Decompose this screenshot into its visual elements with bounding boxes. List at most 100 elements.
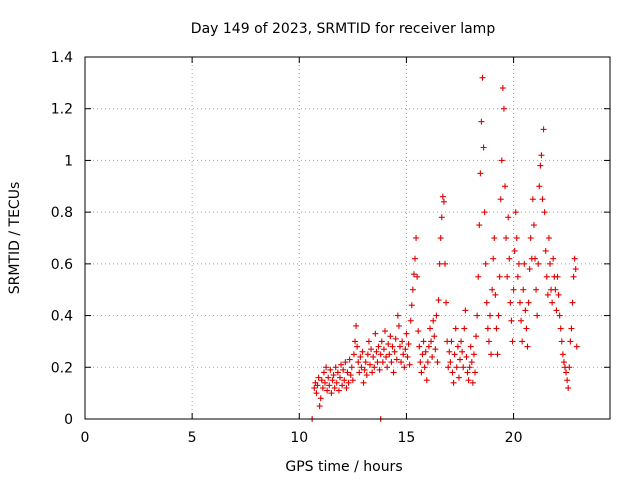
data-point xyxy=(461,325,468,332)
data-point xyxy=(459,348,466,355)
data-point xyxy=(485,338,492,345)
x-tick-label: 5 xyxy=(188,430,197,446)
data-point xyxy=(557,325,564,332)
data-point xyxy=(544,291,551,298)
data-point xyxy=(539,196,546,203)
y-tick-label: 0.8 xyxy=(51,205,73,221)
data-point xyxy=(330,372,337,379)
data-point xyxy=(317,395,324,402)
data-point xyxy=(458,338,465,345)
data-point xyxy=(457,356,463,363)
data-point xyxy=(446,348,453,355)
data-point xyxy=(419,351,426,358)
data-point xyxy=(404,353,411,360)
data-point xyxy=(512,209,519,216)
data-point xyxy=(417,359,424,366)
data-point xyxy=(495,312,502,319)
data-point xyxy=(490,255,497,262)
data-point xyxy=(383,353,390,360)
data-point xyxy=(412,255,418,262)
data-point xyxy=(324,387,331,394)
data-point xyxy=(327,366,334,373)
data-point xyxy=(493,325,500,332)
data-point xyxy=(442,260,448,267)
data-point xyxy=(510,286,517,293)
data-point xyxy=(338,361,345,368)
data-point xyxy=(322,379,328,386)
y-tick-label: 0.2 xyxy=(51,360,73,376)
data-point xyxy=(355,359,362,366)
data-point xyxy=(420,338,427,345)
data-point xyxy=(508,317,515,324)
data-point xyxy=(358,364,365,371)
data-point xyxy=(476,222,483,229)
data-point xyxy=(390,369,397,376)
data-point xyxy=(384,364,391,371)
data-point xyxy=(521,260,528,267)
data-point xyxy=(320,369,327,376)
data-point xyxy=(436,260,443,267)
data-point xyxy=(378,338,385,345)
data-point xyxy=(421,364,428,371)
data-point xyxy=(418,369,425,376)
data-point xyxy=(519,338,526,345)
data-point xyxy=(332,364,339,371)
data-point xyxy=(376,366,383,373)
data-point xyxy=(326,382,333,389)
data-point xyxy=(555,291,562,298)
axis-ticks: 0 5 10 15 20 0 0.2 0.4 0.6 0.8 1 1.2 1.4 xyxy=(51,50,610,446)
data-point xyxy=(465,377,472,384)
data-point xyxy=(489,286,496,293)
data-point xyxy=(393,356,400,363)
data-point xyxy=(401,364,408,371)
data-point xyxy=(560,359,567,366)
data-point xyxy=(370,353,377,360)
data-point xyxy=(455,374,462,381)
data-point xyxy=(520,286,527,293)
x-tick-label: 15 xyxy=(398,430,416,446)
y-tick-label: 1.2 xyxy=(51,102,73,118)
data-point xyxy=(472,369,478,376)
data-point xyxy=(514,273,521,280)
data-point xyxy=(375,343,382,350)
data-point xyxy=(365,338,372,345)
data-point xyxy=(541,209,548,216)
data-point xyxy=(547,260,553,267)
grid-lines xyxy=(85,57,610,419)
data-point xyxy=(475,273,482,280)
data-point xyxy=(430,317,437,324)
data-point xyxy=(468,359,475,366)
data-point xyxy=(517,299,523,306)
data-point xyxy=(505,214,512,221)
data-point xyxy=(360,379,367,386)
data-point xyxy=(371,364,378,371)
data-point xyxy=(452,325,459,332)
data-point xyxy=(391,348,398,355)
data-point xyxy=(533,286,540,293)
data-point xyxy=(477,170,484,177)
data-point xyxy=(408,302,415,309)
data-point xyxy=(549,299,556,306)
data-point xyxy=(434,359,441,366)
data-point xyxy=(318,377,325,384)
data-point xyxy=(342,359,349,366)
data-point xyxy=(398,359,405,366)
data-point xyxy=(469,379,476,386)
data-point xyxy=(423,377,430,384)
data-point xyxy=(513,235,520,241)
data-point xyxy=(422,348,429,355)
data-point xyxy=(451,351,458,358)
data-point xyxy=(348,364,355,371)
data-point xyxy=(425,343,432,350)
data-point xyxy=(313,390,320,397)
data-point xyxy=(440,198,447,205)
data-point xyxy=(534,312,541,319)
data-point xyxy=(323,364,330,371)
data-point xyxy=(543,273,550,280)
data-point xyxy=(538,152,545,159)
data-point xyxy=(524,343,531,350)
data-point xyxy=(470,351,477,358)
data-point xyxy=(473,333,480,340)
data-point xyxy=(509,338,516,345)
data-point xyxy=(438,214,445,221)
